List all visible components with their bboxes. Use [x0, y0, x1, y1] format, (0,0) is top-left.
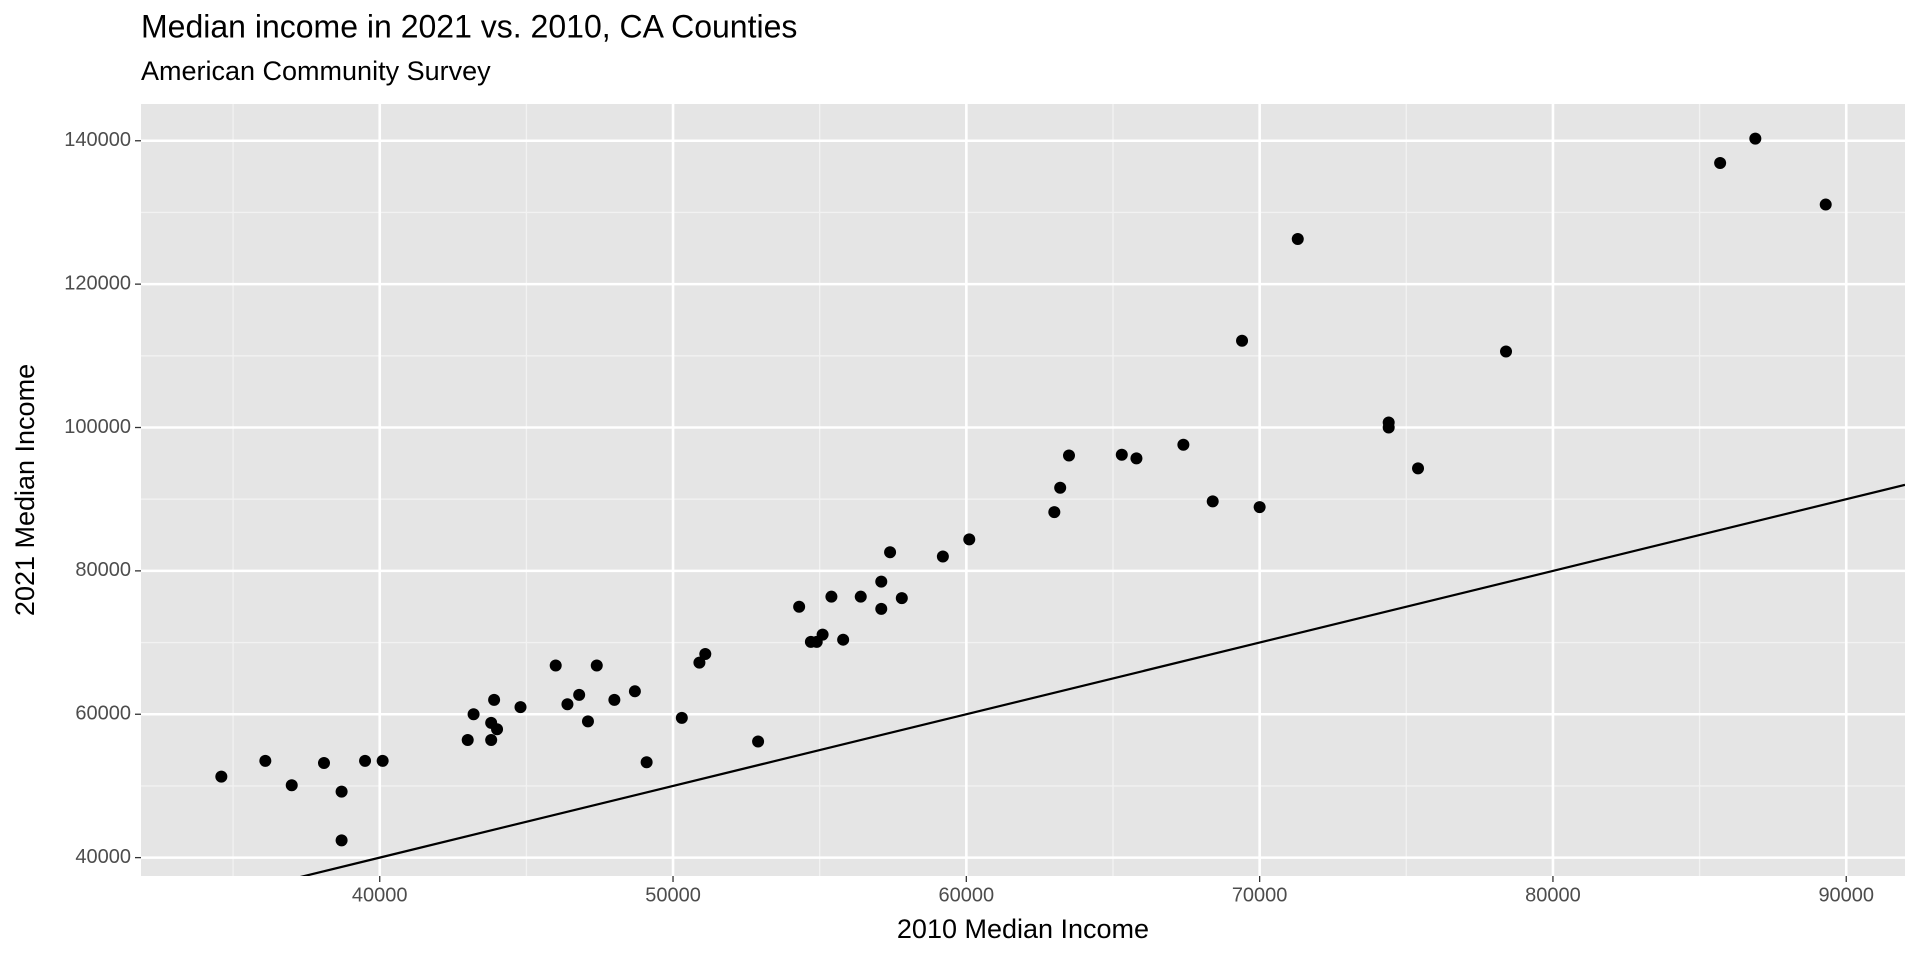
point	[376, 754, 389, 767]
panel	[141, 104, 1905, 876]
point	[573, 688, 586, 701]
point	[335, 785, 348, 798]
x-tick-label: 60000	[939, 884, 995, 906]
x-tick-label: 90000	[1818, 884, 1874, 906]
point	[581, 715, 594, 728]
point	[1749, 132, 1762, 145]
y-axis-title: 2021 Median Income	[10, 364, 40, 616]
point	[816, 628, 829, 641]
point	[335, 834, 348, 847]
x-tick-label: 80000	[1525, 884, 1581, 906]
reference-line	[299, 483, 1905, 876]
point	[1291, 232, 1304, 245]
point	[1236, 334, 1249, 347]
point	[1177, 438, 1190, 451]
point	[693, 656, 706, 669]
point	[793, 600, 806, 613]
point	[285, 779, 298, 792]
point	[875, 575, 888, 588]
point	[359, 754, 372, 767]
point	[1130, 452, 1143, 465]
x-tick-label: 40000	[352, 884, 408, 906]
point	[837, 633, 850, 646]
point	[884, 546, 897, 559]
point	[488, 693, 501, 706]
point	[259, 754, 272, 767]
point	[1048, 506, 1061, 519]
point	[561, 698, 574, 711]
point	[895, 592, 908, 605]
point	[854, 590, 867, 603]
point	[875, 602, 888, 615]
point	[936, 550, 949, 563]
point	[467, 708, 480, 721]
y-tick-label: 80000	[75, 559, 131, 581]
point	[1382, 421, 1395, 434]
point	[640, 756, 653, 769]
point	[1819, 198, 1832, 211]
chart-subtitle: American Community Survey	[141, 56, 491, 86]
point	[461, 734, 474, 747]
point	[825, 590, 838, 603]
point	[485, 734, 498, 747]
point	[1412, 462, 1425, 475]
point	[514, 701, 527, 714]
point	[317, 756, 330, 769]
point	[699, 648, 712, 661]
y-tick-label: 120000	[64, 272, 131, 294]
point	[1500, 345, 1513, 358]
point	[628, 685, 641, 698]
point	[491, 723, 504, 736]
y-tick-label: 60000	[75, 703, 131, 725]
point	[1253, 501, 1266, 514]
chart-title: Median income in 2021 vs. 2010, CA Count…	[141, 8, 797, 44]
point	[1062, 449, 1075, 462]
x-tick-label: 70000	[1232, 884, 1288, 906]
y-tick-label: 100000	[64, 416, 131, 438]
point	[963, 533, 976, 546]
point	[675, 711, 688, 724]
point	[590, 659, 603, 672]
point	[1206, 495, 1219, 508]
y-tick-label: 40000	[75, 846, 131, 868]
y-tick-label: 140000	[64, 129, 131, 151]
point	[1054, 481, 1067, 494]
point	[752, 735, 765, 748]
point	[215, 770, 228, 783]
x-axis-title: 2010 Median Income	[897, 914, 1149, 944]
point	[1115, 448, 1128, 461]
plot-area	[215, 132, 1905, 876]
point	[608, 693, 621, 706]
point	[1714, 156, 1727, 169]
x-tick-label: 50000	[645, 884, 701, 906]
point	[549, 659, 562, 672]
